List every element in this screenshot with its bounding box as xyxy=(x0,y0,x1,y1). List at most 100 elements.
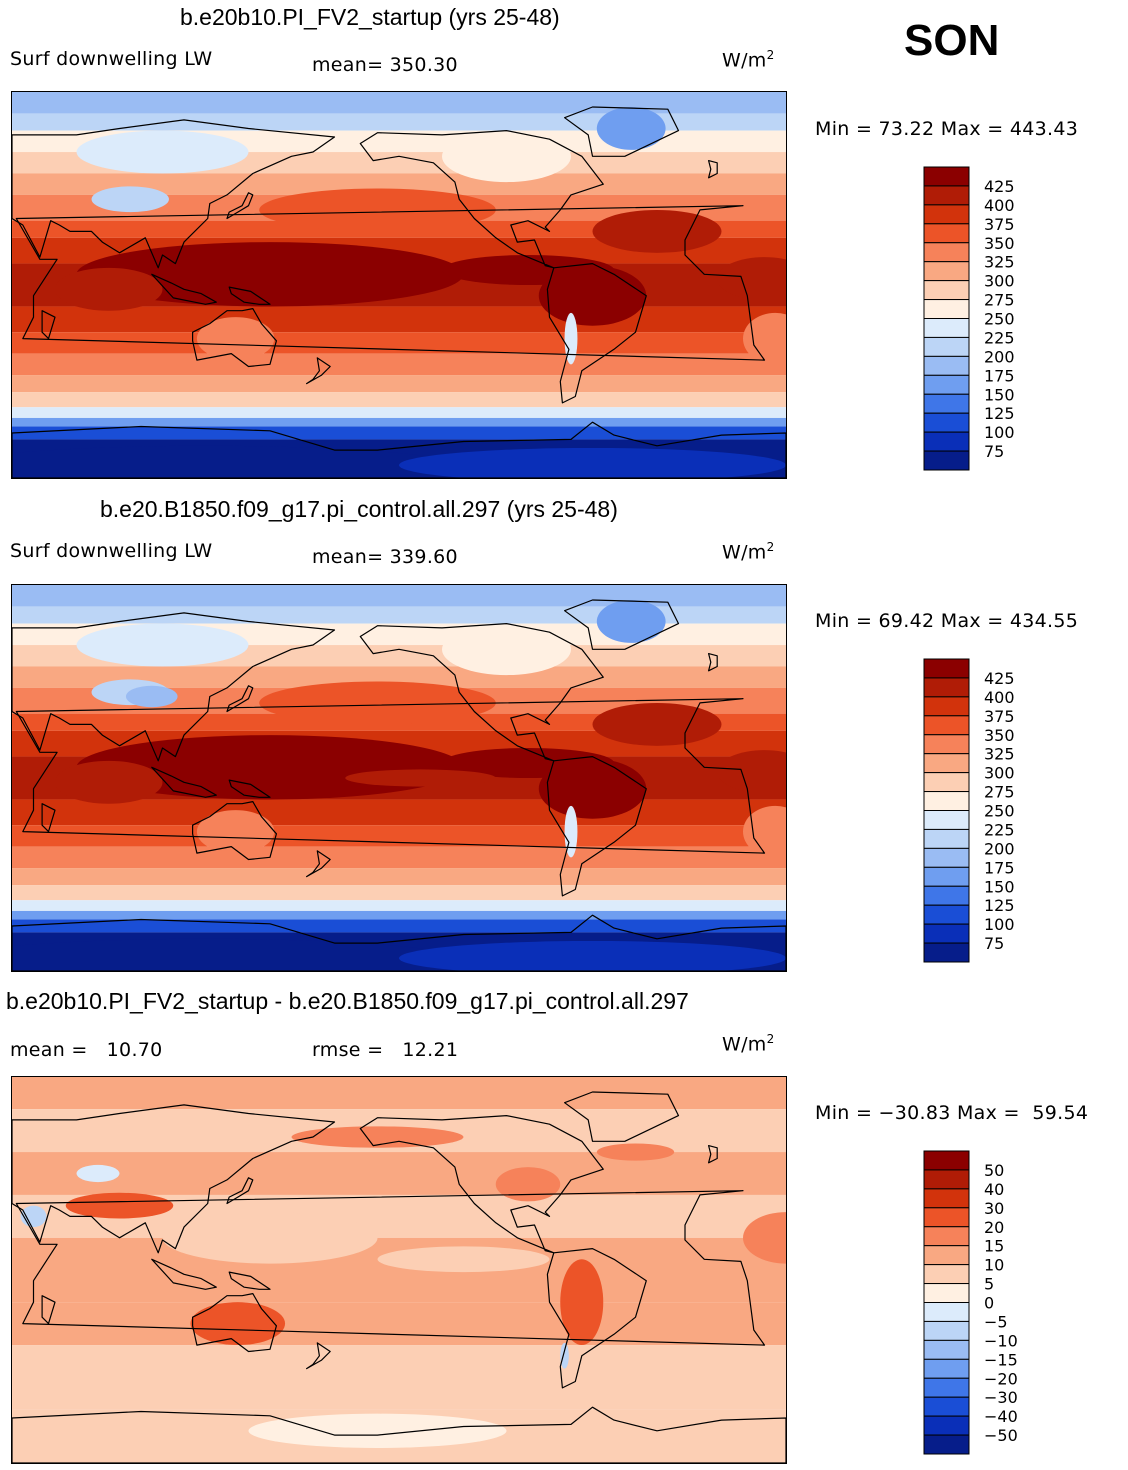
colorbar-swatch xyxy=(923,810,970,830)
indian-ocean-max xyxy=(55,760,163,804)
panel-2-title: b.e20.B1850.f09_g17.pi_control.all.297 (… xyxy=(100,496,618,522)
australia-anom xyxy=(190,1302,286,1346)
colorbar-swatch xyxy=(923,1377,970,1398)
uk-coastline xyxy=(707,1144,718,1164)
colorbar-swatch xyxy=(923,1188,970,1209)
japan-coastline xyxy=(226,1177,254,1205)
panel-3-units-text: W/m xyxy=(722,1033,767,1056)
panel-1-title: b.e20b10.PI_FV2_startup (yrs 25-48) xyxy=(180,4,560,30)
colorbar-swatch xyxy=(923,412,970,433)
colorbar-tick-label: 40 xyxy=(984,1180,1004,1199)
africa-max xyxy=(717,750,786,794)
colorbar-swatch xyxy=(923,1302,970,1322)
north-pacific-band xyxy=(259,188,496,232)
panel-2-units-sup: 2 xyxy=(766,540,775,554)
uk-coastline xyxy=(707,159,718,179)
colorbar-tick-label: 175 xyxy=(984,858,1015,877)
madagascar-coastline xyxy=(41,803,56,833)
canada-min xyxy=(442,623,571,676)
colorbar-tick-label: 75 xyxy=(984,442,1004,461)
south-america-coastline xyxy=(546,756,647,897)
colorbar-swatch xyxy=(923,1434,970,1455)
africa-coastline xyxy=(15,698,766,854)
colorbar-tick-label: 100 xyxy=(984,915,1015,934)
field-band xyxy=(12,1302,786,1346)
colorbar-tick-label: −5 xyxy=(984,1312,1008,1331)
madagascar-coastline xyxy=(41,310,56,340)
colorbar-swatch xyxy=(923,791,970,811)
colorbar-tick-label: 375 xyxy=(984,707,1015,726)
atlantic-high xyxy=(592,702,722,746)
tibet-min xyxy=(91,186,169,213)
australia-coastline xyxy=(192,308,277,368)
colorbar-swatch xyxy=(923,1245,970,1266)
east-pacific-flat xyxy=(377,1246,550,1273)
colorbar-tick-label: 75 xyxy=(984,934,1004,953)
greenland-coastline xyxy=(563,106,680,157)
madagascar-coastline xyxy=(41,1295,56,1325)
siberia-min xyxy=(76,130,249,174)
kalahari xyxy=(743,312,786,365)
new-zealand-coastline xyxy=(306,850,331,878)
panel-3-map xyxy=(11,1076,787,1464)
field-band xyxy=(12,1077,786,1110)
new-guinea-coastline xyxy=(228,286,271,305)
colorbar-tick-label: 150 xyxy=(984,385,1015,404)
pacific-flat xyxy=(162,1212,378,1264)
colorbar-tick-label: 15 xyxy=(984,1237,1004,1256)
colorbar-tick-label: −10 xyxy=(984,1331,1018,1350)
field-band xyxy=(12,1381,786,1410)
africa-coastline xyxy=(15,1190,766,1346)
colorbar-swatch xyxy=(923,734,970,755)
colorbar-swatch xyxy=(923,299,970,319)
colorbar-swatch xyxy=(923,1358,970,1379)
africa-anom xyxy=(743,1212,786,1264)
colorbar-tick-label: 200 xyxy=(984,347,1015,366)
indonesia-coastline xyxy=(151,273,217,305)
colorbar-swatch xyxy=(923,1339,970,1360)
australia-interior xyxy=(196,317,275,361)
amazon-max xyxy=(538,758,647,819)
colorbar-swatch xyxy=(923,1396,970,1417)
greenland-coastline xyxy=(563,1091,680,1142)
field-band xyxy=(12,910,786,920)
asia-neg xyxy=(76,1164,120,1183)
panel-1-units: W/m2 xyxy=(722,48,775,71)
japan-coastline xyxy=(226,685,254,713)
colorbar-tick-label: 375 xyxy=(984,215,1015,234)
antarctica-coastline xyxy=(12,421,786,478)
colorbar-tick-label: 400 xyxy=(984,196,1015,215)
colorbar-tick-label: 125 xyxy=(984,404,1015,423)
colorbar-tick-label: 350 xyxy=(984,726,1015,745)
panel-1-variable-label: Surf downwelling LW xyxy=(10,48,213,70)
panel-3-colorbar: 50 40 30 20 15 10 5 0 −5 −10 −15 −20 −30 −40 −50 xyxy=(923,1150,1033,1455)
panel-3-minmax: Min = −30.83 Max = 59.54 xyxy=(815,1102,1089,1124)
panel-2-mean-stat: mean= 339.60 xyxy=(312,546,458,568)
field-band xyxy=(12,332,786,354)
field-band xyxy=(12,585,786,607)
panel-2-minmax: Min = 69.42 Max = 434.55 xyxy=(815,610,1079,632)
panel-3-rmse-stat: rmse = 12.21 xyxy=(312,1039,458,1061)
eurasia-coastline xyxy=(12,119,336,269)
panel-2-mean-label: mean= xyxy=(312,546,384,568)
colorbar-tick-label: 250 xyxy=(984,310,1015,329)
colorbar-swatch xyxy=(923,1226,970,1247)
australia-coastline xyxy=(192,801,277,861)
field-band xyxy=(12,885,786,901)
himalaya-anom xyxy=(65,1192,174,1219)
panel-2-map xyxy=(11,584,787,972)
panel-3-mean-stat: mean = 10.70 xyxy=(10,1039,163,1061)
colorbar-swatch xyxy=(923,1207,970,1228)
greenland-min xyxy=(596,600,666,643)
colorbar-swatch xyxy=(923,166,970,187)
colorbar-swatch xyxy=(923,658,970,679)
colorbar-tick-label: 325 xyxy=(984,253,1015,272)
field-band xyxy=(12,1345,786,1382)
colorbar-tick-label: −40 xyxy=(984,1407,1018,1426)
colorbar-tick-label: 175 xyxy=(984,366,1015,385)
andes-neg xyxy=(560,1342,569,1369)
colorbar-swatch xyxy=(923,1283,970,1303)
colorbar-swatch xyxy=(923,715,970,736)
field-band xyxy=(12,799,786,826)
bering-anom xyxy=(291,1126,464,1148)
